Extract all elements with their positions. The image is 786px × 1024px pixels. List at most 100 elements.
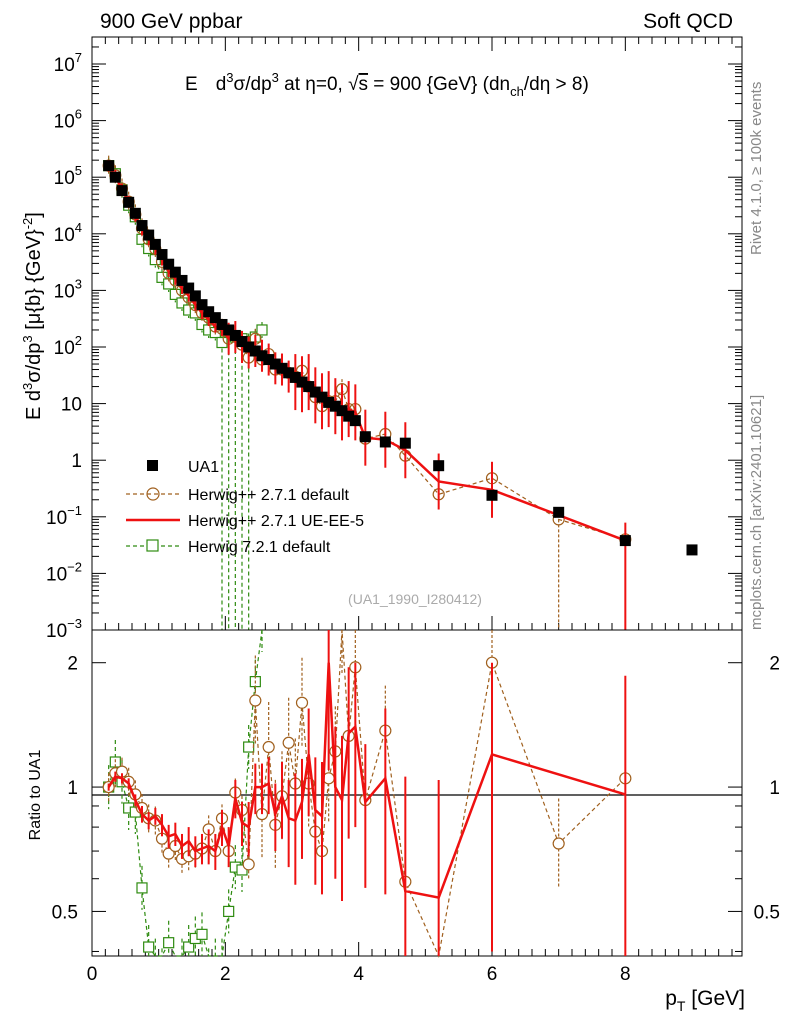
ratio-herwig721-point	[163, 937, 175, 949]
ua1-point	[303, 381, 315, 393]
x-tick-label: 6	[487, 964, 498, 985]
legend-marker-herwig271	[146, 487, 160, 501]
herwig721-point	[216, 336, 228, 349]
legend-marker-herwig721	[146, 539, 159, 552]
main-y-tick-label: 103	[54, 276, 82, 302]
ratio-y-tick-label-right: 2	[769, 654, 780, 675]
ua1-point	[223, 324, 235, 336]
ua1-point	[269, 358, 281, 370]
legend-label-herwig721: Herwig 7.2.1 default	[188, 539, 331, 556]
ratio-series-layer	[102, 629, 632, 959]
ua1-point	[189, 290, 201, 302]
main-y-tick-label: 104	[54, 220, 82, 246]
ua1-point	[243, 341, 255, 353]
main-series-layer	[102, 155, 698, 630]
main-y-tick-label: 10	[61, 395, 82, 416]
ratio-y-tick-labels: 2 2 1 1 0.5 0.5	[52, 654, 780, 924]
ua1-point	[359, 431, 371, 443]
ua1-point	[136, 220, 148, 232]
ua1-point	[289, 371, 301, 383]
main-y-tick-label: 106	[54, 107, 82, 133]
ratio-herwig271-point	[242, 858, 255, 871]
legend-label-herwig271: Herwig++ 2.7.1 default	[188, 487, 350, 504]
ua1-point	[156, 249, 168, 261]
ua1-point	[123, 196, 135, 208]
main-y-tick-label: 107	[54, 50, 82, 76]
main-y-tick-label: 102	[54, 333, 82, 359]
ua1-point	[249, 345, 261, 357]
main-y-tick-label: 10−3	[46, 616, 82, 642]
ua1-point	[256, 350, 268, 362]
x-tick-label: 8	[620, 964, 631, 985]
ua1-point	[329, 400, 341, 412]
herwig721-line	[108, 165, 263, 344]
ua1-point	[349, 415, 361, 427]
ratio-axis-ticks	[91, 662, 742, 956]
main-y-tick-label: 10−2	[46, 559, 82, 585]
ua1-point	[379, 436, 391, 448]
ratio-herwig271-point	[262, 740, 275, 754]
ua1-point	[176, 274, 188, 286]
legend-label-ua1: UA1	[188, 459, 219, 476]
main-y-tick-label: 10−1	[46, 503, 82, 529]
ratio-herwig271-point	[282, 736, 295, 749]
x-axis-label: pT [GeV]	[665, 987, 745, 1014]
legend-label-ueee5: Herwig++ 2.7.1 UE-EE-5	[188, 513, 364, 530]
ua1-point	[316, 391, 328, 403]
x-tick-labels: 0 2 4 6 8	[87, 964, 631, 985]
mcplots-label: mcplots.cern.ch [arXiv:2401.10621]	[748, 395, 765, 630]
ua1-point	[203, 306, 215, 318]
ratio-y-tick-label-right: 1	[769, 778, 780, 799]
herwig721-point	[256, 324, 268, 336]
ua1-point	[323, 396, 335, 408]
ua1-point	[183, 282, 195, 294]
ua1-point	[553, 506, 565, 518]
ratio-herwig721-point	[243, 741, 255, 753]
ratio-herwig271-point	[552, 837, 565, 850]
ratio-herwig721-point	[136, 882, 148, 894]
main-y-tick-label: 105	[54, 163, 82, 189]
header-left: 900 GeV ppbar	[100, 10, 242, 33]
ratio-y-tick-label-right: 0.5	[754, 902, 780, 923]
ratio-herwig721-point	[183, 941, 195, 953]
ua1-point	[433, 460, 445, 472]
ratio-herwig721-point	[196, 928, 208, 940]
analysis-watermark: (UA1_1990_I280412)	[348, 591, 482, 607]
ratio-herwig271-point	[295, 696, 309, 709]
ua1-point	[196, 299, 208, 311]
ua1-point	[263, 354, 275, 366]
ratio-ueee5-line	[107, 662, 626, 900]
herwig721-point	[169, 288, 181, 300]
ua1-point	[283, 367, 295, 379]
ua1-point	[216, 318, 228, 330]
ua1-point	[149, 238, 161, 250]
ratio-y-tick-label: 1	[67, 778, 78, 799]
ua1-point	[343, 410, 355, 422]
herwig271-line	[108, 165, 626, 540]
ua1-point	[236, 336, 248, 348]
main-y-tick-label: 1	[71, 451, 82, 472]
main-y-axis-label: E d3σ/dp3 [μ{b} {GeV}-2]	[20, 212, 45, 420]
ratio-herwig721-point	[223, 905, 235, 918]
x-tick-label: 4	[353, 964, 364, 985]
ratio-herwig271-line	[108, 629, 626, 959]
ua1-point	[619, 535, 631, 547]
ua1-point	[116, 185, 128, 197]
ua1-point	[229, 329, 241, 341]
x-tick-label: 2	[220, 964, 231, 985]
ua1-point	[169, 266, 181, 278]
ua1-point	[143, 229, 155, 241]
ratio-panel-frame	[91, 629, 743, 957]
legend-marker-ua1	[147, 460, 158, 471]
ratio-y-axis-label: Ratio to UA1	[27, 750, 44, 841]
ua1-point	[399, 437, 411, 449]
ratio-herwig271-point	[249, 694, 262, 707]
main-axis-ticks	[91, 36, 742, 631]
ua1-point	[336, 405, 348, 417]
ua1-point	[296, 376, 308, 388]
ratio-y-tick-label: 0.5	[52, 902, 78, 923]
x-tick-label: 0	[87, 964, 98, 985]
